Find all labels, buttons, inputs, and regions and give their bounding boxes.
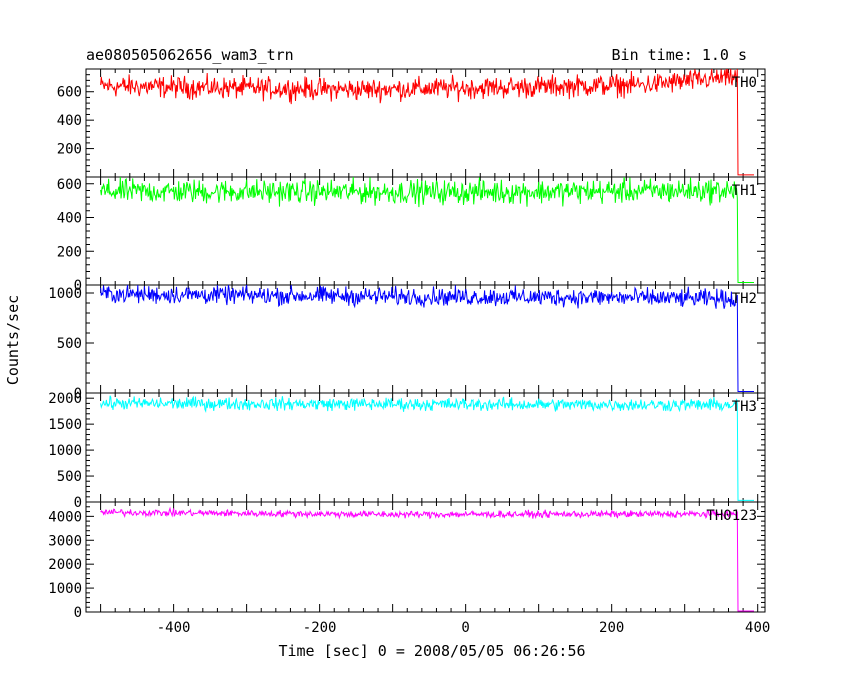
panel-th2: 0 500 1000 TH2 (48, 284, 766, 402)
y-tick-label: 200 (57, 142, 82, 158)
y-tick-label: 0 (74, 605, 82, 621)
y-tick-label: 600 (57, 85, 82, 101)
x-tick-label: 400 (745, 620, 770, 636)
y-tick-label: 600 (57, 177, 82, 193)
series-line-th2 (100, 284, 754, 392)
y-axis-title: Counts/sec (4, 295, 22, 385)
panel-th1: 0 200 400 600 TH1 (57, 176, 766, 294)
panel-frame (85, 501, 766, 613)
x-tick-label: -200 (303, 620, 337, 636)
y-tick-label: 0 (74, 495, 82, 511)
y-tick-label: 1000 (48, 286, 82, 302)
series-label-th1: TH1 (732, 183, 757, 199)
panel-th0123: 0 1000 2000 3000 4000 TH0123 (48, 501, 766, 621)
series-label-th0123: TH0123 (706, 508, 757, 524)
panel-th0: 200 400 600 TH0 (57, 68, 766, 178)
series-label-th0: TH0 (732, 75, 757, 91)
y-tick-label: 2000 (48, 557, 82, 573)
x-tick-label: 200 (599, 620, 624, 636)
y-tick-label: 2000 (48, 391, 82, 407)
x-axis-title: Time [sec] 0 = 2008/05/05 06:26:56 (278, 642, 585, 660)
series-line-th0 (100, 68, 754, 176)
series-line-th1 (100, 176, 754, 283)
y-tick-label: 200 (57, 244, 82, 260)
panels-group: 200 400 600 TH0 0 200 400 600 TH1 0 500 1000 TH2 0 500… (48, 68, 766, 621)
y-tick-label: 1500 (48, 417, 82, 433)
y-tick-label: 4000 (48, 509, 82, 525)
y-tick-label: 400 (57, 113, 82, 129)
bin-time-label: Bin time: 1.0 s (612, 46, 747, 64)
y-tick-label: 400 (57, 211, 82, 227)
y-tick-label: 1000 (48, 581, 82, 597)
y-tick-label: 3000 (48, 533, 82, 549)
y-tick-label: 1000 (48, 443, 82, 459)
series-line-th3 (100, 395, 754, 501)
x-tick-label: -400 (157, 620, 191, 636)
panel-th3: 0 500 1000 1500 2000 TH3 (48, 391, 766, 511)
series-line-th0123 (100, 506, 754, 612)
x-axis: -400 -200 0 200 400 (157, 620, 771, 636)
y-tick-label: 500 (57, 336, 82, 352)
y-tick-label: 500 (57, 469, 82, 485)
series-label-th2: TH2 (732, 291, 757, 307)
series-label-th3: TH3 (732, 399, 757, 415)
y-tick-label: 0 (74, 386, 82, 402)
chart-title: ae080505062656_wam3_trn (86, 46, 294, 64)
x-tick-label: 0 (461, 620, 469, 636)
y-tick-label: 0 (74, 278, 82, 294)
